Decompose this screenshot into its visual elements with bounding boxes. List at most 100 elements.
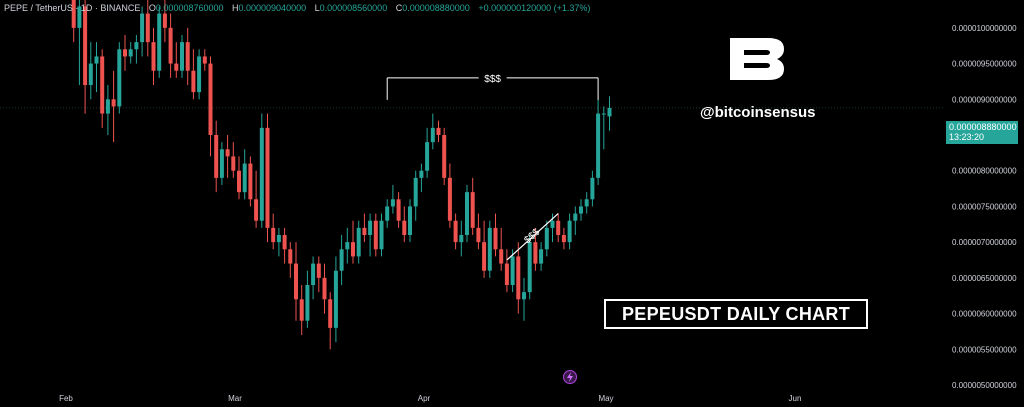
candle-body — [516, 256, 521, 300]
top-liquidity-label: $$$ — [484, 74, 501, 85]
candle-body — [77, 6, 82, 28]
candle-body — [459, 235, 464, 243]
candle-body — [465, 192, 469, 235]
candle-body — [533, 242, 538, 264]
candle-body — [504, 263, 509, 285]
candle-body — [385, 206, 390, 221]
candle-body — [601, 113, 606, 115]
candle-body — [561, 235, 566, 243]
candle-body — [225, 149, 230, 157]
candle-body — [522, 292, 526, 300]
candle-body — [482, 242, 487, 271]
y-tick-label: 0.0000100000000 — [952, 24, 1017, 33]
candle-body — [145, 13, 150, 43]
candle-body — [105, 99, 110, 114]
candle-body — [157, 13, 162, 71]
candle-body — [231, 156, 236, 171]
candle-body — [191, 70, 196, 93]
candle-body — [339, 249, 344, 271]
candle-body — [493, 227, 498, 250]
candle-body — [299, 299, 304, 321]
candle-body — [316, 263, 321, 278]
candle-body — [499, 249, 504, 264]
y-tick-label: 0.0000070000000 — [952, 238, 1017, 247]
candle-body — [94, 56, 99, 64]
candle-body — [453, 220, 458, 243]
candle-body — [180, 42, 184, 71]
candle-body — [322, 277, 327, 300]
time-axis: Feb Mar Apr May Jun — [59, 394, 801, 403]
candle-body — [567, 220, 572, 243]
candle-body — [368, 220, 373, 235]
candle-body — [174, 63, 179, 71]
candle-body — [356, 227, 361, 257]
candle-body — [544, 227, 549, 250]
candle-body — [140, 13, 145, 43]
low-value: 0.000008560000 — [319, 3, 388, 13]
candle-body — [550, 220, 555, 228]
candle-body — [208, 63, 213, 136]
change-value: +0.000000120000 (+1.37%) — [478, 3, 591, 13]
candle-body — [430, 127, 435, 143]
x-tick-label: Jun — [789, 394, 802, 403]
y-tick-label: 0.0000065000000 — [952, 274, 1017, 283]
candle-body — [351, 242, 355, 257]
candle-body — [185, 42, 190, 71]
liquidity-annotations: $$$$$$ — [386, 71, 599, 261]
candle-body — [510, 256, 515, 285]
candle-body — [425, 142, 430, 171]
candle-body — [584, 199, 589, 207]
candle-body — [162, 13, 167, 28]
candle-body — [419, 170, 424, 178]
candle-body — [447, 177, 452, 221]
candle-body — [168, 27, 173, 64]
y-tick-label: 0.0000055000000 — [952, 345, 1017, 354]
y-tick-label: 0.0000075000000 — [952, 202, 1017, 211]
candle-body — [88, 63, 93, 85]
candle-body — [117, 49, 122, 107]
candle-body — [596, 113, 601, 178]
candle-body — [442, 135, 447, 178]
candle-body — [100, 56, 105, 114]
candle-body — [282, 235, 287, 250]
candle-body — [470, 192, 475, 228]
candle-body — [134, 42, 139, 50]
candle-body — [265, 127, 270, 228]
close-value: 0.000008880000 — [402, 3, 470, 13]
candle-body — [476, 227, 481, 243]
candle-body — [607, 107, 612, 117]
candle-body — [590, 177, 595, 200]
candle-body — [556, 220, 561, 235]
candle-body — [305, 285, 310, 321]
y-tick-label: 0.0000090000000 — [952, 95, 1017, 104]
watermark-handle: @bitcoinsensus — [700, 104, 816, 121]
candle-body — [288, 249, 293, 264]
candle-body — [123, 49, 127, 57]
candle-body — [402, 220, 407, 235]
candle-body — [111, 99, 116, 107]
candle-body — [276, 235, 281, 243]
candle-body — [271, 227, 276, 243]
candle-body — [408, 206, 412, 235]
lightning-bolt-icon[interactable] — [563, 370, 577, 384]
high-value: 0.000009040000 — [238, 3, 307, 13]
candle-body — [83, 6, 88, 85]
y-tick-label: 0.0000060000000 — [952, 310, 1017, 319]
candle-body — [413, 177, 418, 207]
candle-body — [71, 0, 76, 28]
x-tick-label: May — [598, 394, 613, 403]
candle-body — [487, 227, 492, 271]
candle-body — [219, 149, 224, 178]
chart-title: PEPEUSDT DAILY CHART — [604, 299, 868, 329]
y-tick-label: 0.0000095000000 — [952, 60, 1017, 69]
candle-body — [128, 49, 133, 57]
y-tick-label: 0.0000050000000 — [952, 381, 1017, 390]
price-axis: 0.00001050000000.00001000000000.00000950… — [952, 24, 1017, 390]
candle-body — [573, 213, 578, 221]
x-tick-label: Mar — [228, 394, 242, 403]
candles — [71, 0, 612, 350]
candle-body — [311, 263, 316, 285]
candle-body — [328, 299, 333, 328]
candle-body — [396, 199, 401, 221]
